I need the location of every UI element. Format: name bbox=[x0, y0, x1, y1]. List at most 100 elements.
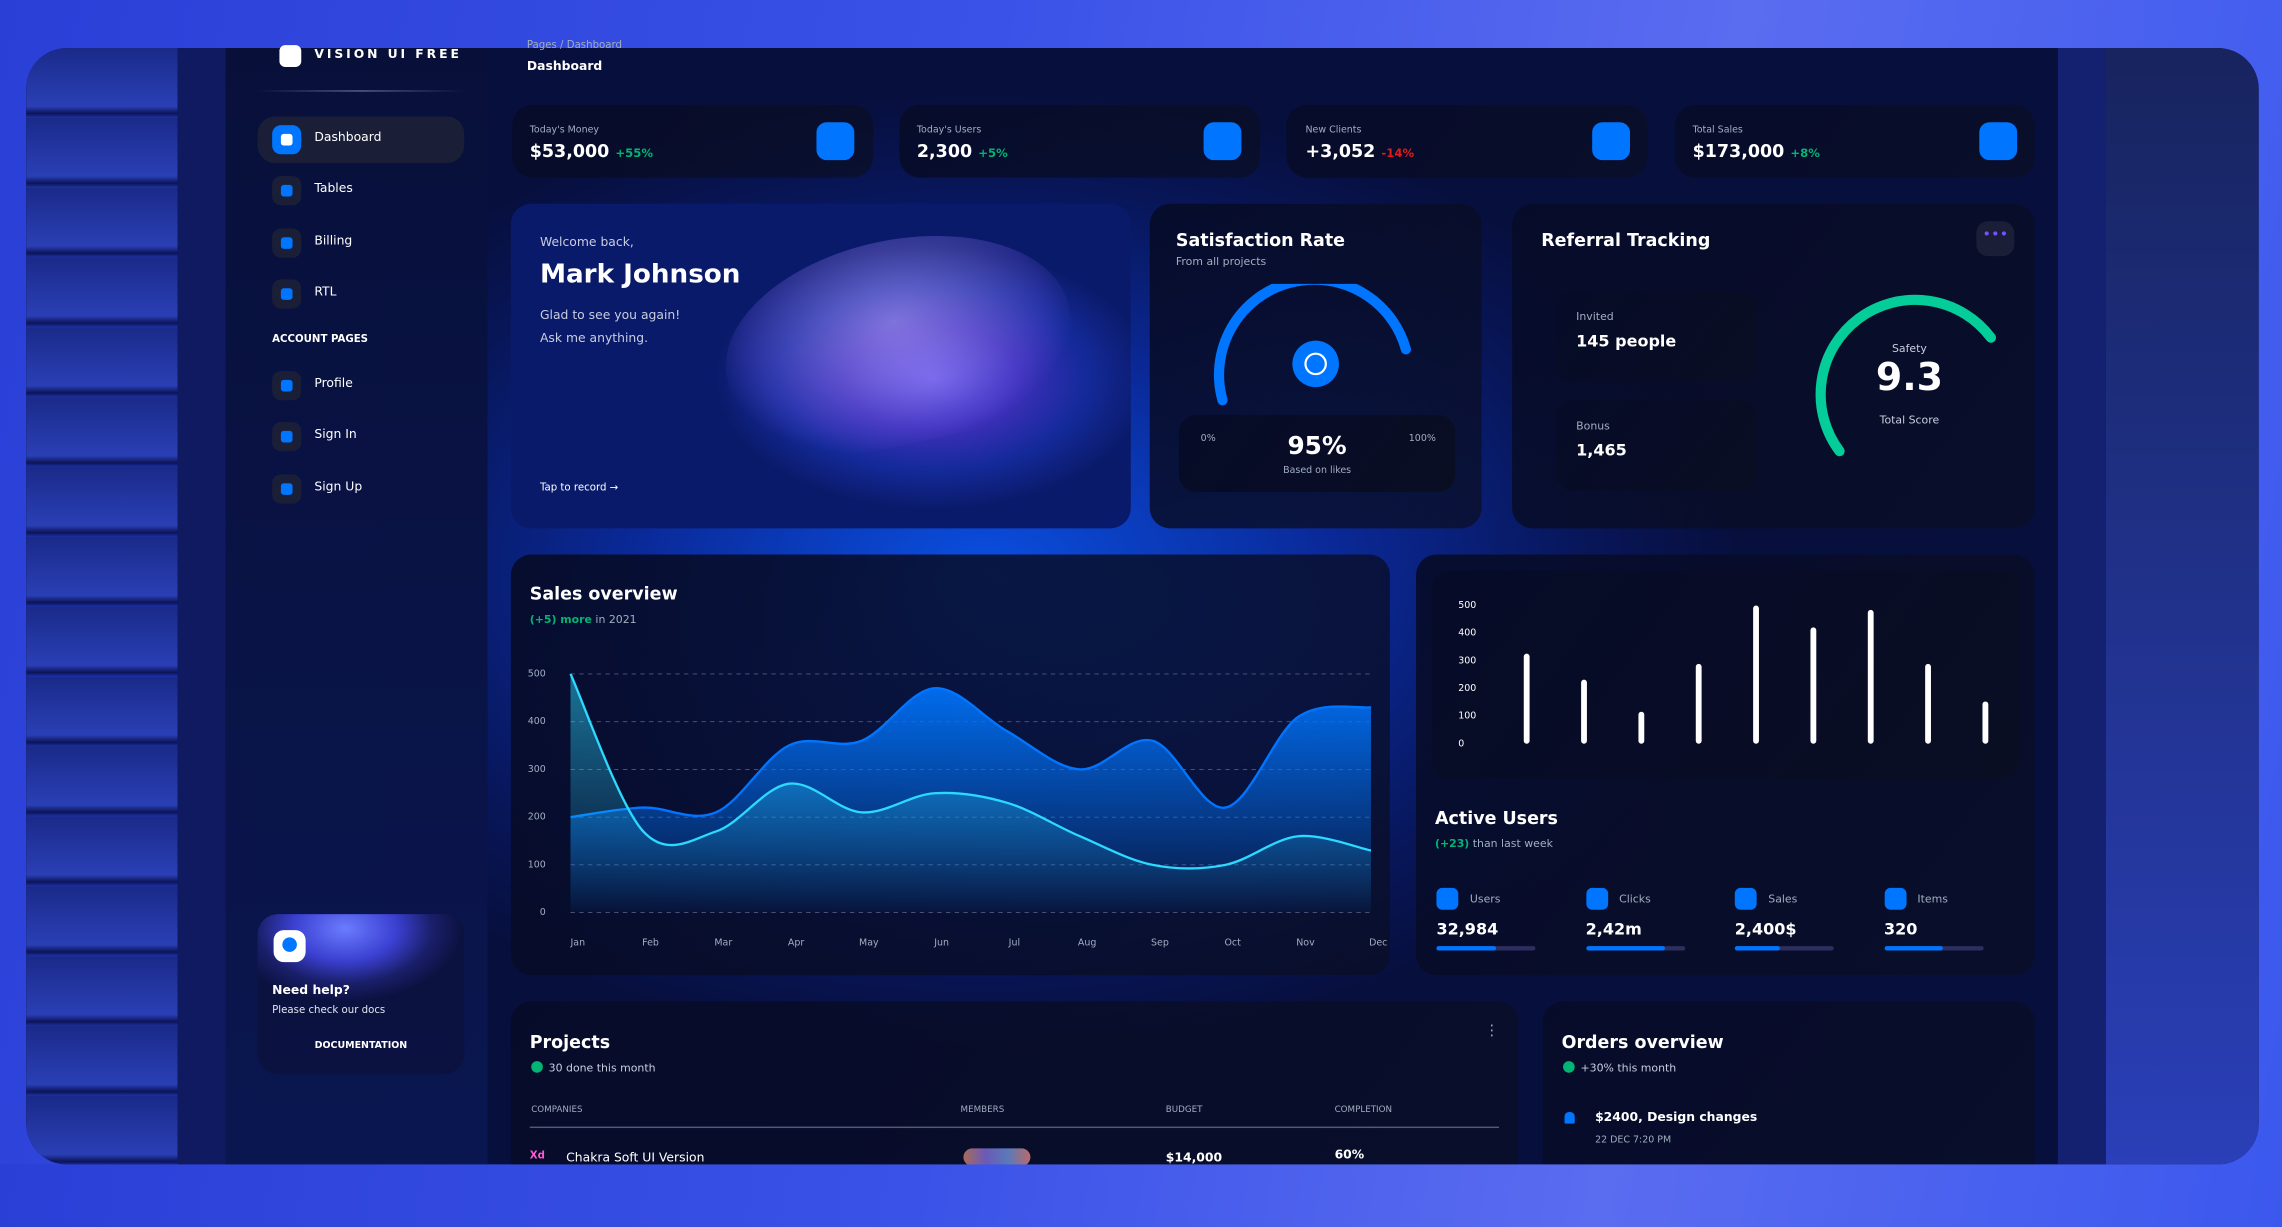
table-divider bbox=[529, 1126, 1500, 1129]
referral-box bbox=[1555, 400, 1757, 491]
nav-item[interactable]: Dashboard bbox=[314, 130, 382, 146]
satisfaction-caption: Based on likes bbox=[1283, 464, 1352, 476]
card-title: Sales overview bbox=[529, 583, 678, 605]
table-header: COMPANIES bbox=[531, 1104, 583, 1115]
item-progress bbox=[1585, 946, 1685, 951]
stat-icon bbox=[1592, 122, 1631, 161]
nav-icon bbox=[272, 125, 302, 155]
nav-icon bbox=[272, 228, 302, 258]
subtitle-text: than last week bbox=[1472, 836, 1553, 851]
stat-change: +5% bbox=[978, 147, 1008, 161]
nav-section: ACCOUNT PAGES bbox=[272, 333, 369, 345]
nav-icon bbox=[272, 371, 302, 401]
item-label: Items bbox=[1917, 892, 1948, 906]
referral-gauge bbox=[1815, 294, 1997, 457]
right-strip bbox=[2105, 48, 2259, 1165]
nav-item[interactable]: Billing bbox=[314, 234, 353, 249]
card-subtitle: From all projects bbox=[1175, 254, 1267, 268]
item-icon bbox=[1883, 887, 1906, 910]
item-icon bbox=[1585, 887, 1608, 910]
breadcrumb: Pages / Dashboard bbox=[526, 39, 623, 51]
nav-item[interactable]: Sign In bbox=[314, 427, 357, 443]
frame-bottom-background bbox=[0, 1164, 2282, 1227]
stat-value: +3,052 -14% bbox=[1305, 141, 1414, 161]
stat-card bbox=[1675, 104, 2035, 178]
order-date: 22 DEC 7:20 PM bbox=[1595, 1133, 1672, 1146]
brand: VISION UI FREE bbox=[314, 48, 462, 63]
menu-button[interactable]: ⋮ bbox=[1484, 1023, 1500, 1040]
item-value: 2,400$ bbox=[1734, 919, 1797, 939]
stat-card bbox=[1286, 104, 1648, 178]
item-icon bbox=[1734, 887, 1757, 910]
card-subtitle: 30 done this month bbox=[548, 1061, 656, 1075]
stat-card bbox=[899, 104, 1261, 178]
subtitle-highlight: (+5) more bbox=[529, 612, 592, 626]
help-title: Need help? bbox=[272, 983, 350, 999]
card-title: Satisfaction Rate bbox=[1175, 229, 1346, 251]
gauge-arc bbox=[1815, 294, 1997, 457]
welcome-greeting: Welcome back, bbox=[539, 235, 634, 251]
budget: $14,000 bbox=[1165, 1151, 1223, 1166]
stat-value-text: $53,000 bbox=[529, 141, 610, 162]
nav-icon bbox=[272, 422, 302, 452]
stat-icon bbox=[1203, 122, 1242, 161]
nav-item[interactable]: RTL bbox=[314, 285, 337, 300]
welcome-line: Glad to see you again! bbox=[539, 308, 681, 324]
card-title: Projects bbox=[529, 1031, 611, 1053]
check-icon bbox=[531, 1061, 543, 1073]
table-header: BUDGET bbox=[1165, 1104, 1203, 1115]
score-value: 9.3 bbox=[1875, 356, 1943, 401]
item-value: 320 bbox=[1883, 919, 1918, 939]
item-label: Clicks bbox=[1619, 892, 1651, 906]
stat-card bbox=[512, 104, 874, 178]
stat-value: $53,000 +55% bbox=[530, 141, 653, 161]
score-label: Safety bbox=[1891, 342, 1927, 356]
company-name: Chakra Soft UI Version bbox=[566, 1151, 705, 1166]
help-button[interactable]: DOCUMENTATION bbox=[272, 1030, 450, 1060]
bell-icon bbox=[1564, 1112, 1575, 1124]
satisfaction-box bbox=[1178, 414, 1456, 492]
item-progress-fill bbox=[1734, 946, 1780, 951]
help-icon-dot bbox=[282, 937, 297, 952]
order-title: $2400, Design changes bbox=[1595, 1110, 1758, 1126]
welcome-name: Mark Johnson bbox=[539, 259, 741, 290]
menu-button[interactable]: ••• bbox=[1976, 221, 2015, 257]
item-progress-fill bbox=[1585, 946, 1665, 951]
nav-item[interactable]: Sign Up bbox=[314, 480, 363, 495]
stat-label: Total Sales bbox=[1692, 123, 1743, 136]
referral-label: Invited bbox=[1576, 310, 1614, 324]
referral-value: 145 people bbox=[1576, 331, 1677, 351]
stat-label: Today's Money bbox=[529, 123, 600, 136]
card-subtitle: +30% this month bbox=[1580, 1061, 1677, 1075]
item-progress bbox=[1436, 946, 1536, 951]
item-progress-fill bbox=[1883, 946, 1944, 951]
table-header: COMPLETION bbox=[1334, 1104, 1393, 1115]
stat-icon bbox=[816, 122, 855, 161]
page-title: Dashboard bbox=[526, 59, 603, 75]
stat-label: Today's Users bbox=[916, 123, 982, 136]
item-label: Sales bbox=[1768, 892, 1798, 906]
table-header: MEMBERS bbox=[960, 1104, 1005, 1115]
card-subtitle: (+5) more in 2021 bbox=[530, 613, 637, 626]
gauge-arc bbox=[1213, 283, 1411, 406]
item-progress bbox=[1734, 946, 1834, 951]
gauge-max: 100% bbox=[1408, 432, 1436, 444]
card-title: Orders overview bbox=[1561, 1031, 1724, 1053]
nav-item[interactable]: Tables bbox=[314, 181, 353, 197]
nav-icon bbox=[272, 176, 302, 206]
card-title: Active Users bbox=[1434, 807, 1558, 829]
nav-item[interactable]: Profile bbox=[314, 376, 353, 392]
stat-value-text: $173,000 bbox=[1692, 141, 1785, 162]
check-icon bbox=[1563, 1061, 1575, 1073]
nav-icon bbox=[272, 279, 302, 309]
stat-change: +8% bbox=[1790, 147, 1820, 161]
gauge-face-icon bbox=[1304, 352, 1327, 376]
subtitle-highlight: (+23) bbox=[1434, 836, 1470, 851]
stat-value: $173,000 +8% bbox=[1693, 141, 1820, 161]
satisfaction-gauge bbox=[1213, 283, 1411, 406]
left-strip bbox=[26, 48, 178, 1165]
welcome-action[interactable]: Tap to record → bbox=[539, 481, 619, 494]
card-title: Referral Tracking bbox=[1541, 229, 1711, 251]
